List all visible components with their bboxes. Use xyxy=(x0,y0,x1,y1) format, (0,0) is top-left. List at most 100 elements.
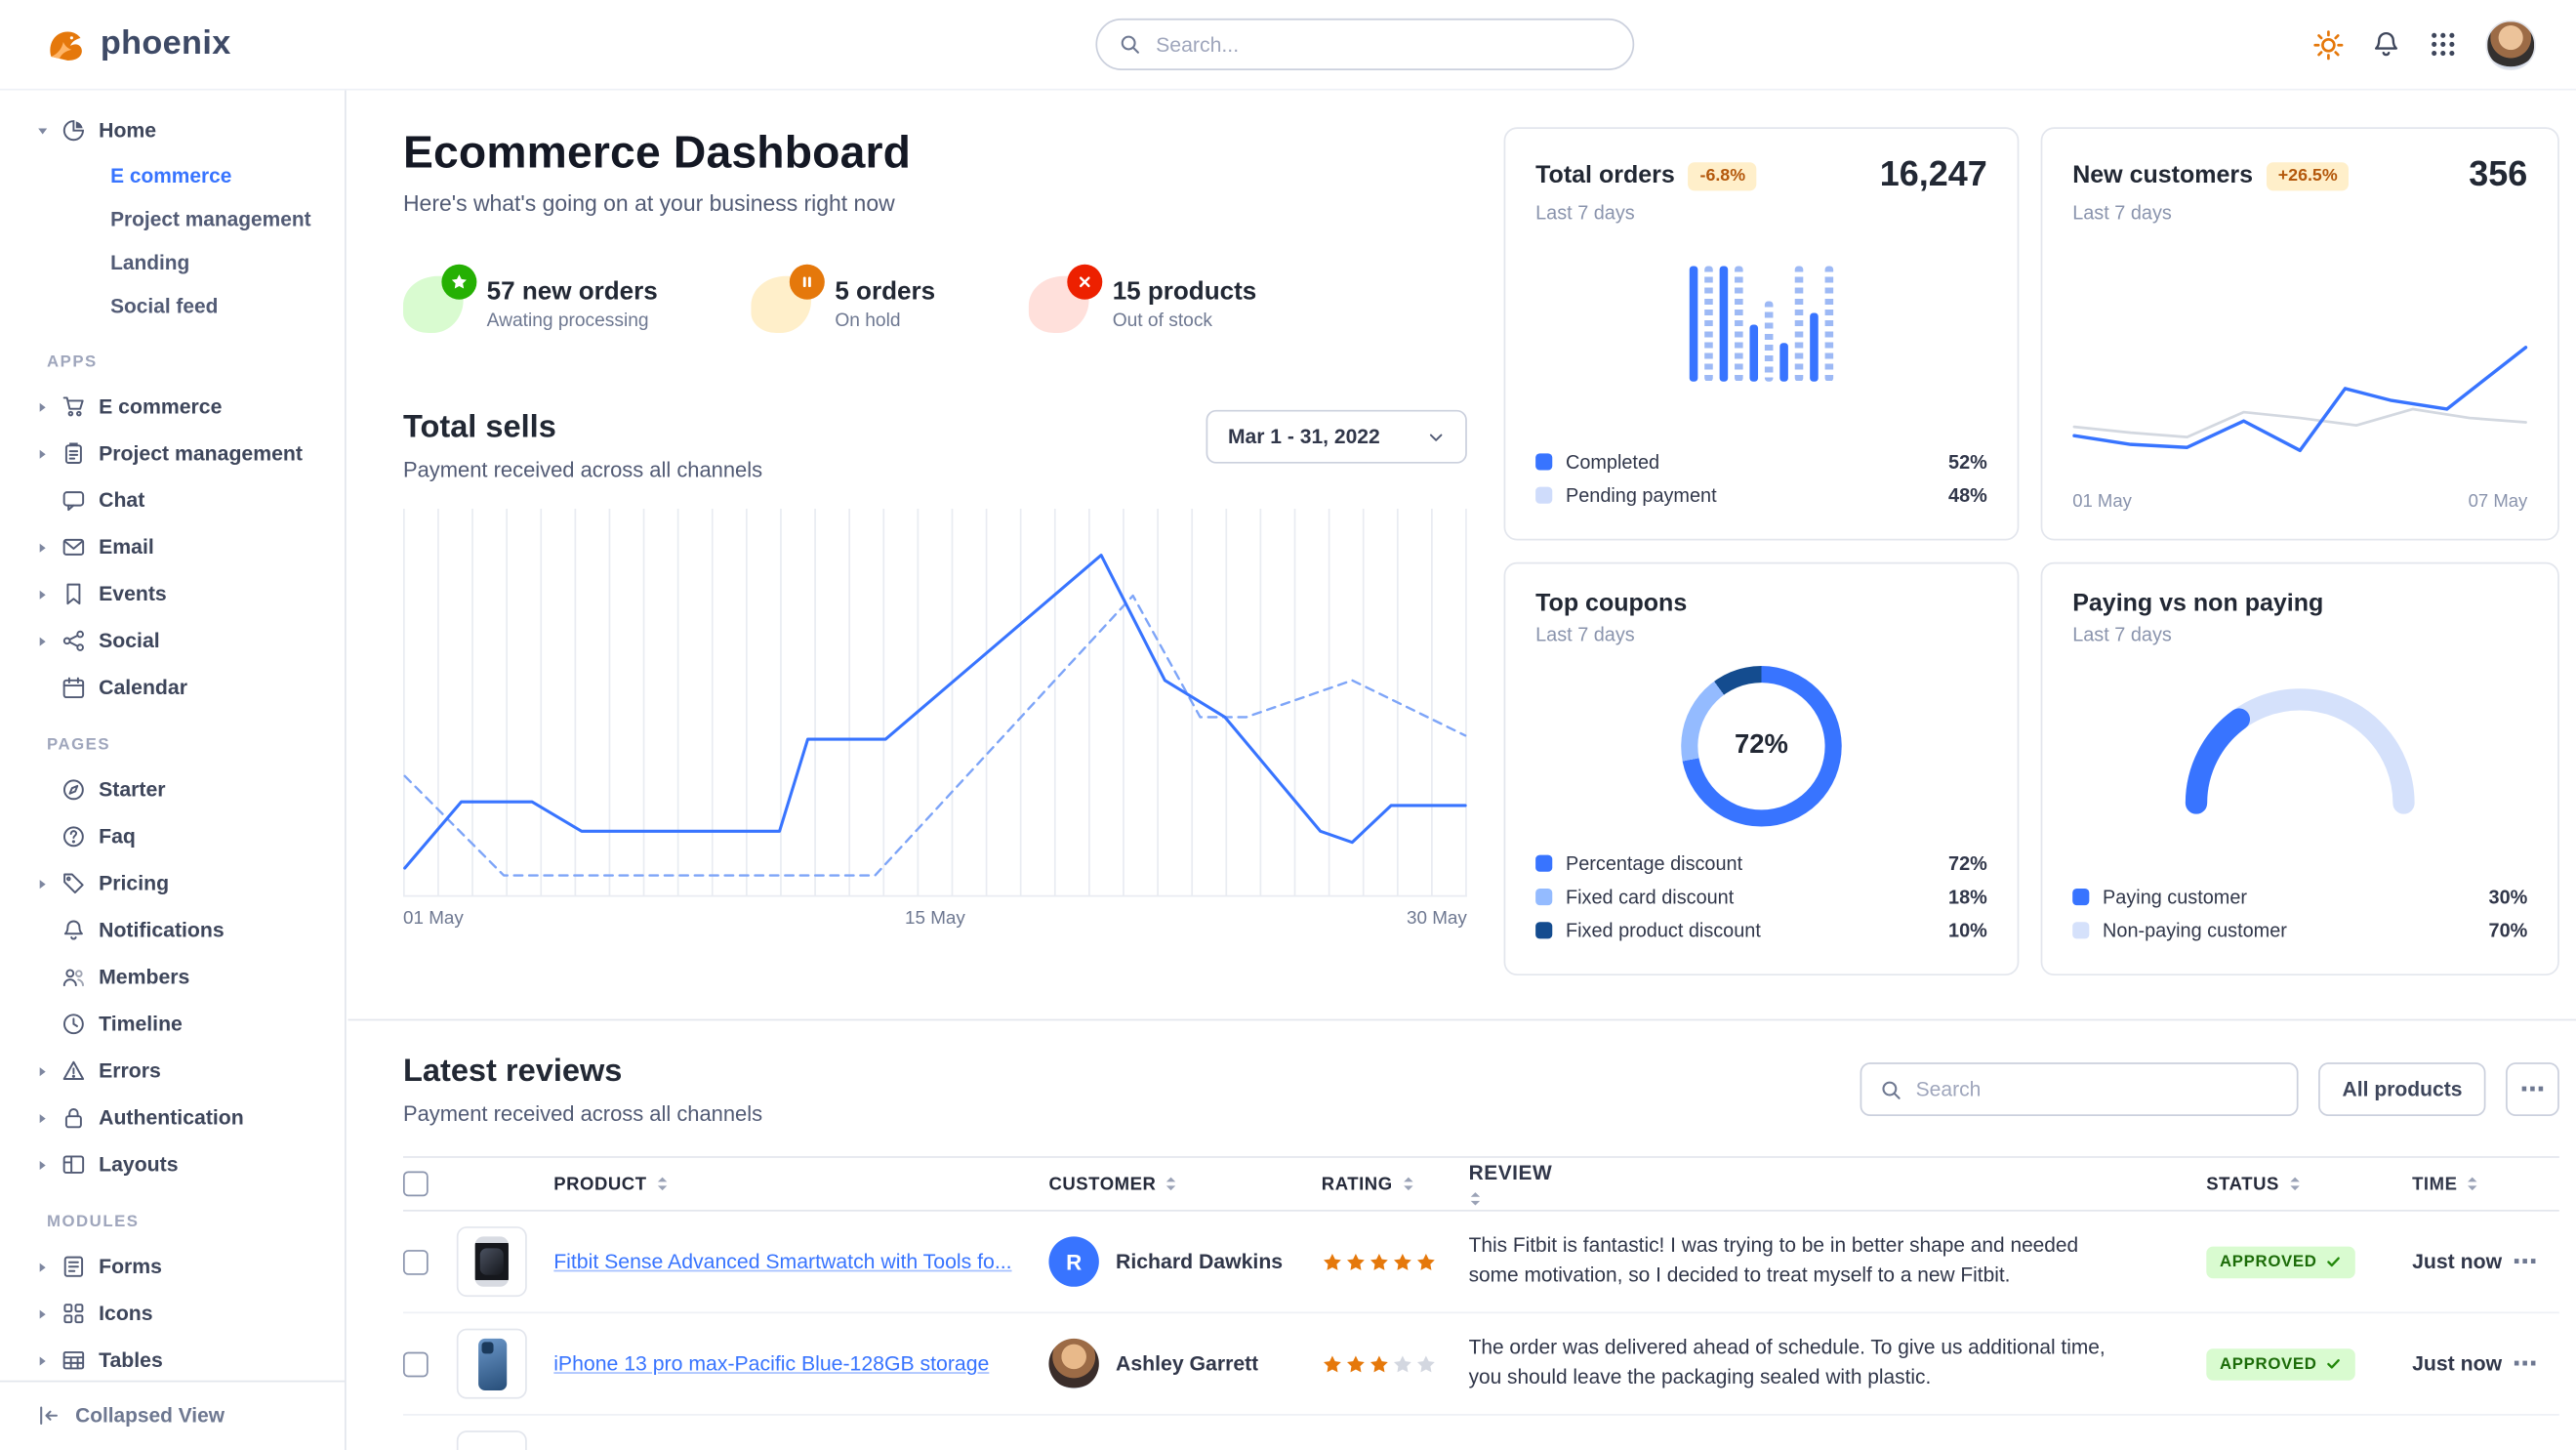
sidebar-item-layouts[interactable]: Layouts xyxy=(0,1141,345,1188)
legend-value: 10% xyxy=(1948,919,1987,941)
sidebar-item-label: Faq xyxy=(99,824,136,849)
star-icon xyxy=(1392,1251,1413,1272)
column-header-product[interactable]: PRODUCT xyxy=(553,1174,1048,1194)
sidebar-item-faq[interactable]: Faq xyxy=(0,813,345,860)
caret-icon xyxy=(37,588,49,600)
sidebar-item-timeline[interactable]: Timeline xyxy=(0,1001,345,1048)
search-input[interactable] xyxy=(1156,32,1612,57)
user-avatar[interactable] xyxy=(2485,19,2536,70)
sidebar-item-label: Errors xyxy=(99,1058,161,1083)
reviews-thead: PRODUCT CUSTOMER RATING REVIEW STATUS TIME xyxy=(402,1156,2559,1212)
sidebar-item-chat[interactable]: Chat xyxy=(0,476,345,523)
pause-badge xyxy=(790,264,826,300)
sidebar-item-members[interactable]: Members xyxy=(0,954,345,1001)
column-header-customer[interactable]: CUSTOMER xyxy=(1048,1174,1321,1194)
row-actions-button[interactable]: ⋯ xyxy=(2512,1349,2538,1379)
status-badge: APPROVED xyxy=(2206,1347,2356,1380)
sidebar-item-notifications[interactable]: Notifications xyxy=(0,907,345,954)
sidebar-item-label: Home xyxy=(99,118,157,143)
product-image xyxy=(456,1226,527,1298)
sidebar-item-landing[interactable]: Landing xyxy=(110,251,190,275)
sort-icon xyxy=(2466,1175,2479,1193)
card-title: Top coupons xyxy=(1535,590,1688,618)
stat-label: Out of stock xyxy=(1112,311,1213,332)
sort-icon xyxy=(1469,1189,1483,1208)
customer-avatar xyxy=(1048,1338,1099,1389)
axis-label: 15 May xyxy=(904,908,965,930)
theme-toggle-sun-icon[interactable] xyxy=(2313,29,2344,60)
stat-label: On hold xyxy=(835,311,901,332)
legend-swatch xyxy=(1535,854,1553,872)
trend-badge: -6.8% xyxy=(1688,161,1758,190)
column-header-review[interactable]: REVIEW xyxy=(1469,1160,2207,1208)
sidebar-item-project-management[interactable]: Project management xyxy=(110,207,311,231)
sidebar: Home E commerce Project management Landing S… xyxy=(0,90,347,1450)
row-actions-button[interactable]: ⋯ xyxy=(2512,1247,2538,1276)
column-header-rating[interactable]: RATING xyxy=(1322,1174,1469,1194)
legend-label: Fixed card discount xyxy=(1565,886,1735,908)
reviews-subtitle: Payment received across all channels xyxy=(402,1100,763,1127)
star-icon xyxy=(1415,1352,1437,1374)
cart-icon xyxy=(61,394,85,418)
reviews-search[interactable] xyxy=(1860,1062,2299,1116)
sidebar-item-authentication[interactable]: Authentication xyxy=(0,1095,345,1141)
sidebar-section-apps: APPS xyxy=(46,352,98,372)
collapsed-view-toggle[interactable]: Collapsed View xyxy=(0,1380,346,1450)
axis-label: 30 May xyxy=(1407,908,1467,930)
sidebar-item-social[interactable]: Social xyxy=(0,617,345,664)
global-search[interactable] xyxy=(1095,18,1635,70)
product-link[interactable]: Fitbit Sense Advanced Smartwatch with To… xyxy=(553,1250,1012,1274)
sidebar-item-pricing[interactable]: Pricing xyxy=(0,860,345,907)
axis-label: 01 May xyxy=(2072,491,2132,513)
sidebar-section-modules: MODULES xyxy=(46,1213,140,1232)
sidebar-item-calendar[interactable]: Calendar xyxy=(0,664,345,711)
pause-icon xyxy=(798,272,817,291)
sidebar-item-e-commerce[interactable]: E commerce xyxy=(110,163,232,187)
search-icon xyxy=(1881,1078,1902,1099)
stat-value: 57 new orders xyxy=(486,277,658,307)
date-range-select[interactable]: Mar 1 - 31, 2022 xyxy=(1206,409,1467,464)
star-icon xyxy=(1322,1251,1343,1272)
sidebar-item-e-commerce[interactable]: E commerce xyxy=(0,383,345,430)
sidebar-item-icons[interactable]: Icons xyxy=(0,1290,345,1337)
new-customers-card: New customers +26.5% 356 Last 7 days 01 … xyxy=(2040,127,2559,541)
brand-logo[interactable]: phoenix xyxy=(44,22,231,66)
row-checkbox[interactable] xyxy=(402,1350,429,1377)
reviews-more-button[interactable]: ⋯ xyxy=(2506,1062,2559,1116)
reviews-search-input[interactable] xyxy=(1915,1077,2279,1101)
all-products-filter-button[interactable]: All products xyxy=(2318,1062,2486,1116)
sidebar-item-errors[interactable]: Errors xyxy=(0,1048,345,1095)
table-icon xyxy=(61,1348,85,1372)
sidebar-item-tables[interactable]: Tables xyxy=(0,1337,345,1381)
sidebar-item-email[interactable]: Email xyxy=(0,523,345,570)
table-row: iPhone 13 pro max-Pacific Blue-128GB sto… xyxy=(402,1313,2559,1416)
legend-label: Paying customer xyxy=(2103,886,2248,908)
sidebar-item-home[interactable]: Home xyxy=(0,107,345,154)
paying-card: Paying vs non paying Last 7 days Paying … xyxy=(2040,561,2559,976)
apps-grid-icon[interactable] xyxy=(2429,30,2457,59)
new-customers-axis: 01 May 07 May xyxy=(2072,492,2527,513)
x-badge xyxy=(1067,264,1103,300)
product-link[interactable]: iPhone 13 pro max-Pacific Blue-128GB sto… xyxy=(553,1351,990,1376)
review-time: Just now xyxy=(2412,1250,2503,1274)
stats-row: 57 new orders Awating processing 5 orders O… xyxy=(402,264,1467,334)
sort-icon xyxy=(1165,1175,1178,1193)
column-header-time[interactable]: TIME xyxy=(2412,1174,2513,1194)
legend-swatch xyxy=(2072,922,2090,939)
legend-swatch xyxy=(2072,888,2090,906)
sidebar-item-label: Events xyxy=(99,582,167,606)
row-checkbox[interactable] xyxy=(402,1249,429,1274)
orders-bar-chart xyxy=(1535,251,1987,382)
sidebar-item-project-management[interactable]: Project management xyxy=(0,430,345,476)
sidebar-item-forms[interactable]: Forms xyxy=(0,1243,345,1290)
select-all-checkbox[interactable] xyxy=(402,1171,429,1197)
sidebar-item-events[interactable]: Events xyxy=(0,570,345,617)
coupons-donut: 72% xyxy=(1681,666,1842,827)
caret-icon xyxy=(37,1261,49,1272)
sidebar-item-starter[interactable]: Starter xyxy=(0,766,345,813)
notifications-bell-icon[interactable] xyxy=(2372,30,2400,59)
sidebar-item-social-feed[interactable]: Social feed xyxy=(110,294,219,318)
star-icon xyxy=(1392,1352,1413,1374)
star-icon xyxy=(1345,1251,1367,1272)
column-header-status[interactable]: STATUS xyxy=(2206,1174,2412,1194)
